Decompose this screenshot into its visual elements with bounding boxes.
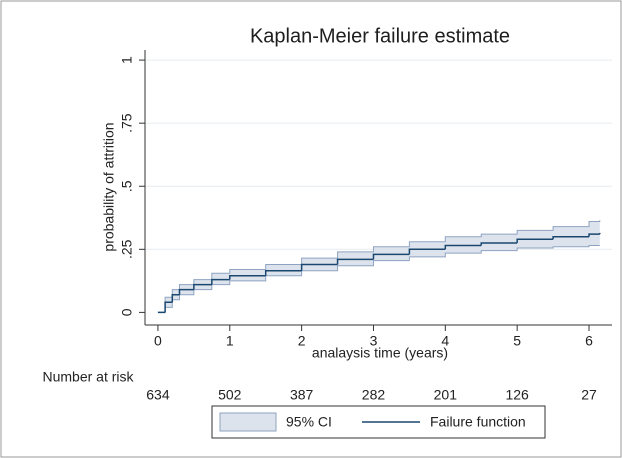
legend-label: 95% CI — [286, 414, 332, 430]
ci-edge — [157, 220, 601, 313]
failure-step — [171, 293, 180, 303]
y-tick-label: 1 — [119, 56, 135, 64]
failure-step — [372, 253, 410, 260]
x-tick-label: 4 — [441, 333, 449, 349]
failure-step — [193, 283, 212, 290]
x-tick-label: 5 — [513, 333, 521, 349]
x-axis-label: analaysis time (years) — [312, 345, 448, 361]
failure-step — [588, 233, 600, 237]
x-tick-label: 3 — [370, 333, 378, 349]
failure-step — [552, 235, 590, 240]
failure-step — [178, 288, 194, 295]
risk-value: 387 — [290, 387, 314, 403]
legend-swatch — [219, 412, 277, 432]
risk-value: 126 — [505, 387, 529, 403]
ci-edge — [157, 245, 600, 313]
legend-label: Failure function — [430, 414, 526, 430]
risk-value: 201 — [434, 387, 458, 403]
failure-step — [211, 278, 230, 285]
risk-title: Number at risk — [42, 369, 134, 385]
risk-value: 282 — [362, 387, 386, 403]
chart-title: Kaplan-Meier failure estimate — [250, 25, 510, 47]
x-tick-label: 2 — [298, 333, 306, 349]
y-tick-label: .5 — [119, 180, 135, 192]
risk-value: 27 — [581, 387, 597, 403]
failure-step — [264, 270, 302, 276]
x-tick-label: 1 — [226, 333, 234, 349]
y-tick-label: .75 — [119, 113, 135, 133]
x-tick-label: 6 — [585, 333, 593, 349]
y-axis-label: probability of attrition — [101, 122, 117, 251]
y-tick-label: 0 — [119, 308, 135, 316]
risk-value: 634 — [146, 387, 170, 403]
failure-step — [300, 263, 338, 271]
failure-step — [164, 301, 173, 313]
failure-step — [229, 275, 266, 280]
failure-step — [408, 248, 446, 255]
risk-value: 502 — [218, 387, 242, 403]
y-tick-label: .25 — [119, 239, 135, 259]
failure-step — [480, 242, 518, 246]
x-tick-label: 0 — [154, 333, 162, 349]
failure-step — [444, 244, 482, 250]
failure-step — [516, 238, 554, 244]
failure-step — [336, 258, 374, 265]
